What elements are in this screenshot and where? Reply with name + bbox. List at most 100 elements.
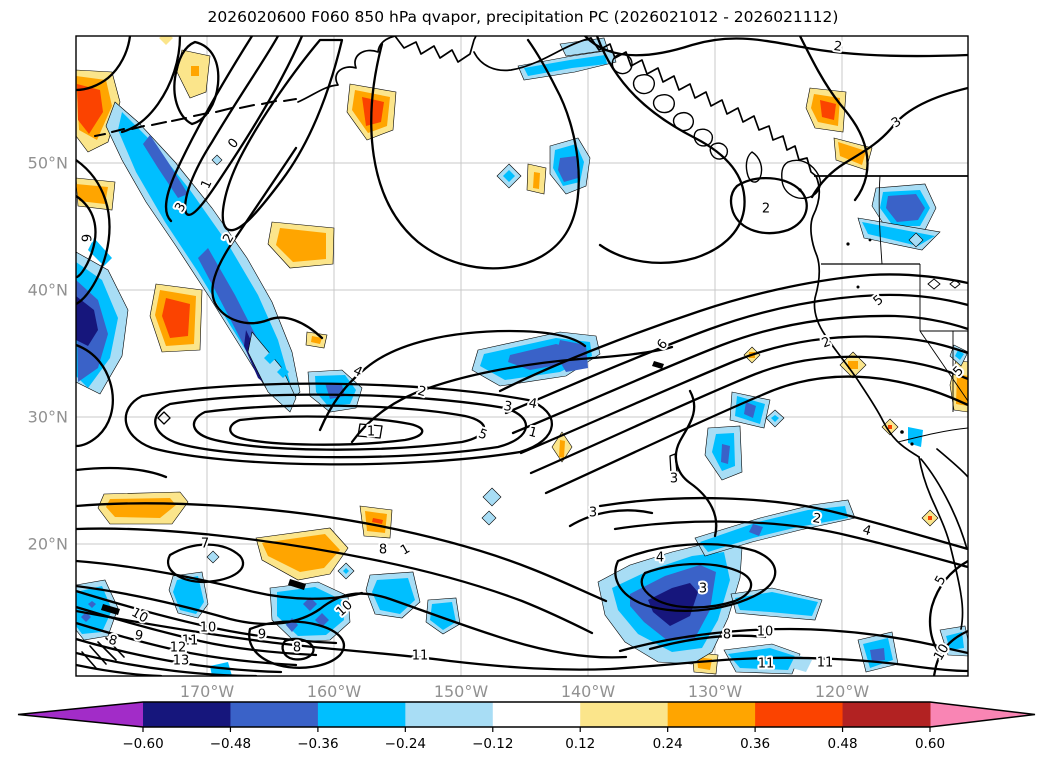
- colorbar: −0.60 −0.48 −0.36 −0.24 −0.12 0.12 0.24 0.36 0.4…: [17, 701, 1036, 752]
- political-borders-part: [949, 279, 961, 289]
- qvapor-contours-part: [519, 335, 968, 455]
- contour-label: 11: [817, 656, 834, 671]
- colorbar-segment: [842, 702, 931, 727]
- contour-label: 7: [201, 537, 209, 552]
- qvapor-contours-part: [618, 627, 968, 655]
- shaded-anomaly-regions-part: [955, 350, 964, 360]
- political-borders-part: [910, 442, 914, 446]
- qvapor-contours-part: [120, 36, 182, 134]
- coastlines-part: [745, 151, 763, 183]
- qvapor-contours: [76, 36, 968, 676]
- qvapor-contours-part: [211, 146, 324, 340]
- shaded-anomaly-regions-part: [820, 100, 836, 120]
- colorbar-tick-label: 0.60: [915, 736, 945, 752]
- qvapor-contours-part: [674, 389, 718, 538]
- political-borders-part: [878, 175, 883, 265]
- qvapor-contours-part: [498, 273, 968, 393]
- y-tick-label: 20°N: [28, 535, 68, 554]
- coastlines-part: [611, 53, 633, 75]
- qvapor-contours-part: [221, 38, 344, 232]
- qvapor-contours-part: [614, 543, 777, 612]
- contour-label: 11: [182, 634, 199, 649]
- shaded-anomaly-regions-part: [482, 487, 502, 507]
- qvapor-contours-part: [76, 466, 168, 479]
- coastlines-part: [920, 458, 968, 550]
- political-borders-part: [897, 427, 968, 443]
- shaded-anomaly-regions-part: [211, 154, 223, 166]
- qvapor-contours-part: [281, 637, 315, 661]
- colorbar-tick-label: 0.24: [653, 736, 683, 752]
- shaded-anomaly-regions-part: [886, 194, 925, 222]
- contour-dash-marks-part: [288, 579, 306, 590]
- contour-label: 8: [723, 628, 731, 643]
- y-axis-tick-labels: 50°N 40°N 30°N 20°N: [28, 154, 68, 554]
- shaded-anomaly-regions-part: [700, 506, 848, 552]
- contour-label: 10: [757, 625, 774, 640]
- contour-label: 4: [656, 551, 664, 566]
- qvapor-contours-part: [76, 559, 364, 600]
- x-axis-tick-labels: 170°W 160°W 150°W 140°W 130°W 120°W: [180, 682, 870, 701]
- colorbar-tick-label: −0.24: [385, 736, 426, 752]
- shaded-anomaly-regions-part: [362, 97, 384, 126]
- shaded-anomaly-regions-part: [343, 568, 349, 574]
- qvapor-contours-part: [598, 496, 968, 551]
- contour-label: 11: [412, 649, 429, 664]
- plot-frame: [75, 35, 969, 677]
- x-tick-label: 130°W: [688, 682, 743, 701]
- contour-label: 3: [699, 582, 707, 597]
- qvapor-contours-part: [583, 36, 968, 58]
- shaded-anomaly-regions-part: [771, 415, 779, 422]
- qvapor-contours-part: [568, 509, 654, 528]
- coastlines-part: [94, 98, 297, 137]
- qvapor-contours-part: [76, 621, 298, 667]
- colorbar-segment: [230, 702, 319, 727]
- coastlines-part: [918, 456, 964, 630]
- qvapor-contours-part: [318, 329, 587, 432]
- shaded-anomaly-regions-part: [888, 425, 892, 429]
- shaded-anomaly-regions-part: [908, 427, 923, 447]
- contour-label: 3: [502, 399, 513, 415]
- colorbar-tick-label: −0.48: [210, 736, 251, 752]
- qvapor-contours-part: [613, 520, 968, 569]
- contour-label: 8: [379, 543, 387, 558]
- contour-label: 9: [258, 628, 266, 643]
- shaded-anomaly-regions-part: [162, 298, 190, 338]
- qvapor-contours-part: [184, 36, 304, 216]
- contour-dash-marks-part: [101, 604, 120, 615]
- colorbar-segment: [667, 702, 756, 727]
- y-tick-label: 50°N: [28, 154, 68, 173]
- political-borders-part: [919, 330, 968, 402]
- coastlines-part: [810, 175, 920, 458]
- colorbar-over-arrow: [930, 702, 1035, 727]
- colorbar-segment: [405, 702, 494, 727]
- qvapor-contours-part: [167, 543, 245, 584]
- contour-label: 2: [762, 202, 770, 217]
- colorbar-segment: [492, 702, 581, 727]
- contour-label: 6: [78, 234, 93, 242]
- qvapor-contours-part: [504, 293, 968, 415]
- coastlines-part: [709, 142, 729, 160]
- coastlines-part: [632, 74, 655, 95]
- shaded-anomaly-regions-part: [503, 170, 515, 182]
- x-tick-label: 170°W: [180, 682, 235, 701]
- shaded-anomaly-regions-part: [264, 352, 289, 378]
- contour-label: 12: [170, 641, 187, 656]
- qvapor-contours-part: [76, 502, 608, 603]
- shaded-anomaly-regions-part: [481, 510, 497, 526]
- colorbar-segment: [317, 702, 406, 727]
- colorbar-under-arrow: [18, 702, 143, 727]
- contour-label: 8: [293, 641, 301, 656]
- qvapor-contours-part: [76, 609, 968, 673]
- colorbar-tick-label: 0.36: [740, 736, 770, 752]
- qvapor-contours-part: [511, 314, 968, 435]
- shaded-anomaly-regions-part: [744, 402, 756, 418]
- political-borders-part: [798, 188, 802, 192]
- contour-label: 3: [670, 472, 678, 487]
- qvapor-contours-part: [76, 527, 594, 635]
- qvapor-contours-part: [648, 634, 767, 651]
- coastlines-part: [473, 37, 592, 72]
- plot-title: 2026020600 F060 850 hPa qvapor, precipit…: [208, 8, 839, 26]
- shaded-anomaly-regions: [76, 36, 968, 676]
- qvapor-contours-part: [529, 355, 968, 475]
